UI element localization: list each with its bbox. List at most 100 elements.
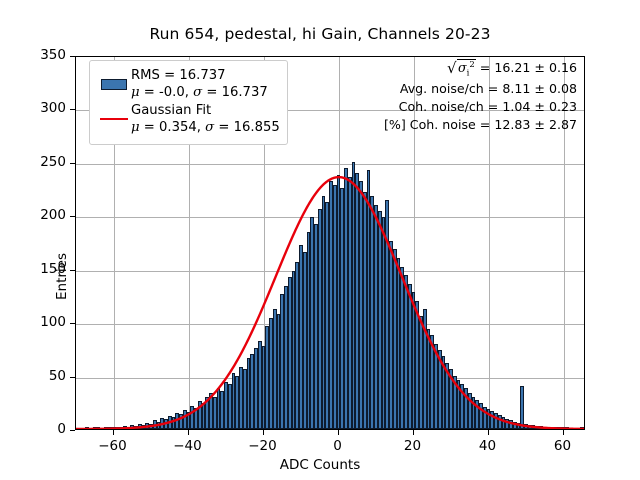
histogram-bar xyxy=(269,317,273,429)
y-axis-tick-label: 100 xyxy=(40,314,66,331)
histogram-bar xyxy=(325,202,330,429)
histogram-bar xyxy=(445,362,450,429)
histogram-bar xyxy=(452,375,457,429)
histogram-bar xyxy=(347,176,352,429)
annotation-line-coh-noise: Coh. noise/ch = 1.04 ± 0.23 xyxy=(398,98,577,114)
gridline-vertical xyxy=(188,57,190,429)
histogram-bar xyxy=(265,326,270,429)
histogram-bar xyxy=(520,386,525,429)
histogram-bar xyxy=(302,251,307,429)
annotation-line-coh-noise-pct: [%] Coh. noise = 12.83 ± 2.87 xyxy=(384,116,577,132)
histogram-bar xyxy=(306,232,311,429)
histogram-bar xyxy=(415,300,420,429)
x-axis-tick-label: 60 xyxy=(553,438,572,454)
histogram-bar xyxy=(456,379,461,429)
y-axis-tick xyxy=(70,56,75,57)
gaussian-fit-curve xyxy=(76,175,584,429)
y-axis-tick-label: 300 xyxy=(40,100,66,117)
x-axis-tick-label: −60 xyxy=(98,438,127,454)
histogram-bar xyxy=(205,396,210,429)
histogram-bar xyxy=(381,217,386,429)
legend[interactable]: RMS = 16.737 μ = -0.0, σ = 16.737 Gaussi… xyxy=(89,60,288,145)
histogram-bar xyxy=(366,170,371,429)
histogram-bar xyxy=(437,349,442,429)
histogram-bar xyxy=(464,388,468,429)
histogram-bar xyxy=(374,204,378,429)
y-axis-tick xyxy=(70,162,75,164)
histogram-bar xyxy=(396,258,401,429)
histogram-bar xyxy=(501,417,506,429)
histogram-bars-layer xyxy=(76,57,584,429)
histogram-bar xyxy=(212,396,217,429)
y-axis-tick xyxy=(70,269,75,271)
histogram-bar xyxy=(257,341,262,429)
histogram-bar xyxy=(194,407,198,429)
histogram-bar xyxy=(482,406,487,429)
histogram-bar xyxy=(182,409,187,429)
y-axis-tick-label: 0 xyxy=(57,421,66,437)
histogram-bar xyxy=(494,412,498,429)
histogram-bar xyxy=(291,270,296,429)
histogram-bar xyxy=(186,411,191,429)
x-axis-tick xyxy=(487,430,489,435)
annotation-line-avg-noise: Avg. noise/ch = 8.11 ± 0.08 xyxy=(399,80,577,96)
histogram-bar xyxy=(389,240,393,429)
histogram-bar xyxy=(490,410,495,429)
x-axis-tick-label: 20 xyxy=(403,438,422,454)
gridline-horizontal xyxy=(76,110,584,112)
histogram-bar xyxy=(332,185,337,429)
annotation-line-sigma-i: √ σi2 = 16.21 ± 0.16 xyxy=(447,59,577,79)
legend-item-gaussian-fit-label: Gaussian Fit μ = 0.354, σ = 16.855 xyxy=(131,103,280,136)
gridline-vertical xyxy=(263,57,265,429)
y-axis-tick xyxy=(70,430,75,431)
sqrt-icon: √ xyxy=(447,59,457,77)
histogram-bar xyxy=(385,200,390,429)
histogram-bar xyxy=(370,196,375,429)
gridline-vertical xyxy=(113,57,115,429)
histogram-bar xyxy=(171,417,176,429)
histogram-bar xyxy=(392,249,397,429)
histogram-bar xyxy=(407,283,412,429)
histogram-bar xyxy=(404,275,408,429)
x-axis-title: ADC Counts xyxy=(279,457,361,473)
histogram-bar xyxy=(280,294,285,429)
x-axis-tick xyxy=(337,430,339,435)
histogram-bar xyxy=(497,415,502,429)
histogram-bar xyxy=(336,174,341,429)
gridline-vertical xyxy=(563,57,565,429)
y-axis-tick-label: 350 xyxy=(40,47,66,63)
y-axis-tick xyxy=(70,109,75,111)
histogram-bar xyxy=(321,196,326,429)
histogram-bar xyxy=(197,401,202,429)
legend-item-histogram-label: RMS = 16.737 μ = -0.0, σ = 16.737 xyxy=(131,68,268,101)
legend-line-icon xyxy=(97,108,131,130)
gridline-vertical xyxy=(488,57,490,429)
histogram-bar xyxy=(190,405,195,429)
histogram-bar xyxy=(430,334,435,429)
histogram-bar xyxy=(209,392,213,429)
histogram-bar xyxy=(434,343,438,429)
histogram-bar xyxy=(449,369,453,429)
statistics-annotation: √ σi2 = 16.21 ± 0.16 Avg. noise/ch = 8.11… xyxy=(345,59,577,133)
histogram-bar xyxy=(254,347,258,429)
x-axis-tick xyxy=(412,430,414,435)
histogram-bar xyxy=(284,285,288,429)
plot-area: Entries xyxy=(54,56,585,430)
histogram-bar xyxy=(509,420,513,429)
histogram-bar xyxy=(242,369,247,429)
page-title: Run 654, pedestal, hi Gain, Channels 20-… xyxy=(149,25,491,43)
legend-item-histogram: RMS = 16.737 μ = -0.0, σ = 16.737 xyxy=(97,67,280,101)
x-axis-tick xyxy=(112,430,114,435)
histogram-bar xyxy=(287,277,292,429)
histogram-bar xyxy=(235,375,240,429)
x-axis-tick-label: 0 xyxy=(333,438,342,454)
histogram-bar xyxy=(314,223,318,429)
x-axis-tick xyxy=(562,430,564,435)
x-axis-tick-label: 40 xyxy=(478,438,497,454)
x-axis-tick-label: −20 xyxy=(248,438,277,454)
histogram-bar xyxy=(295,262,300,429)
histogram-bar xyxy=(231,373,236,429)
histogram-bar xyxy=(475,400,480,429)
x-axis-tick-label: −40 xyxy=(173,438,202,454)
y-axis-tick-label: 50 xyxy=(48,367,66,384)
